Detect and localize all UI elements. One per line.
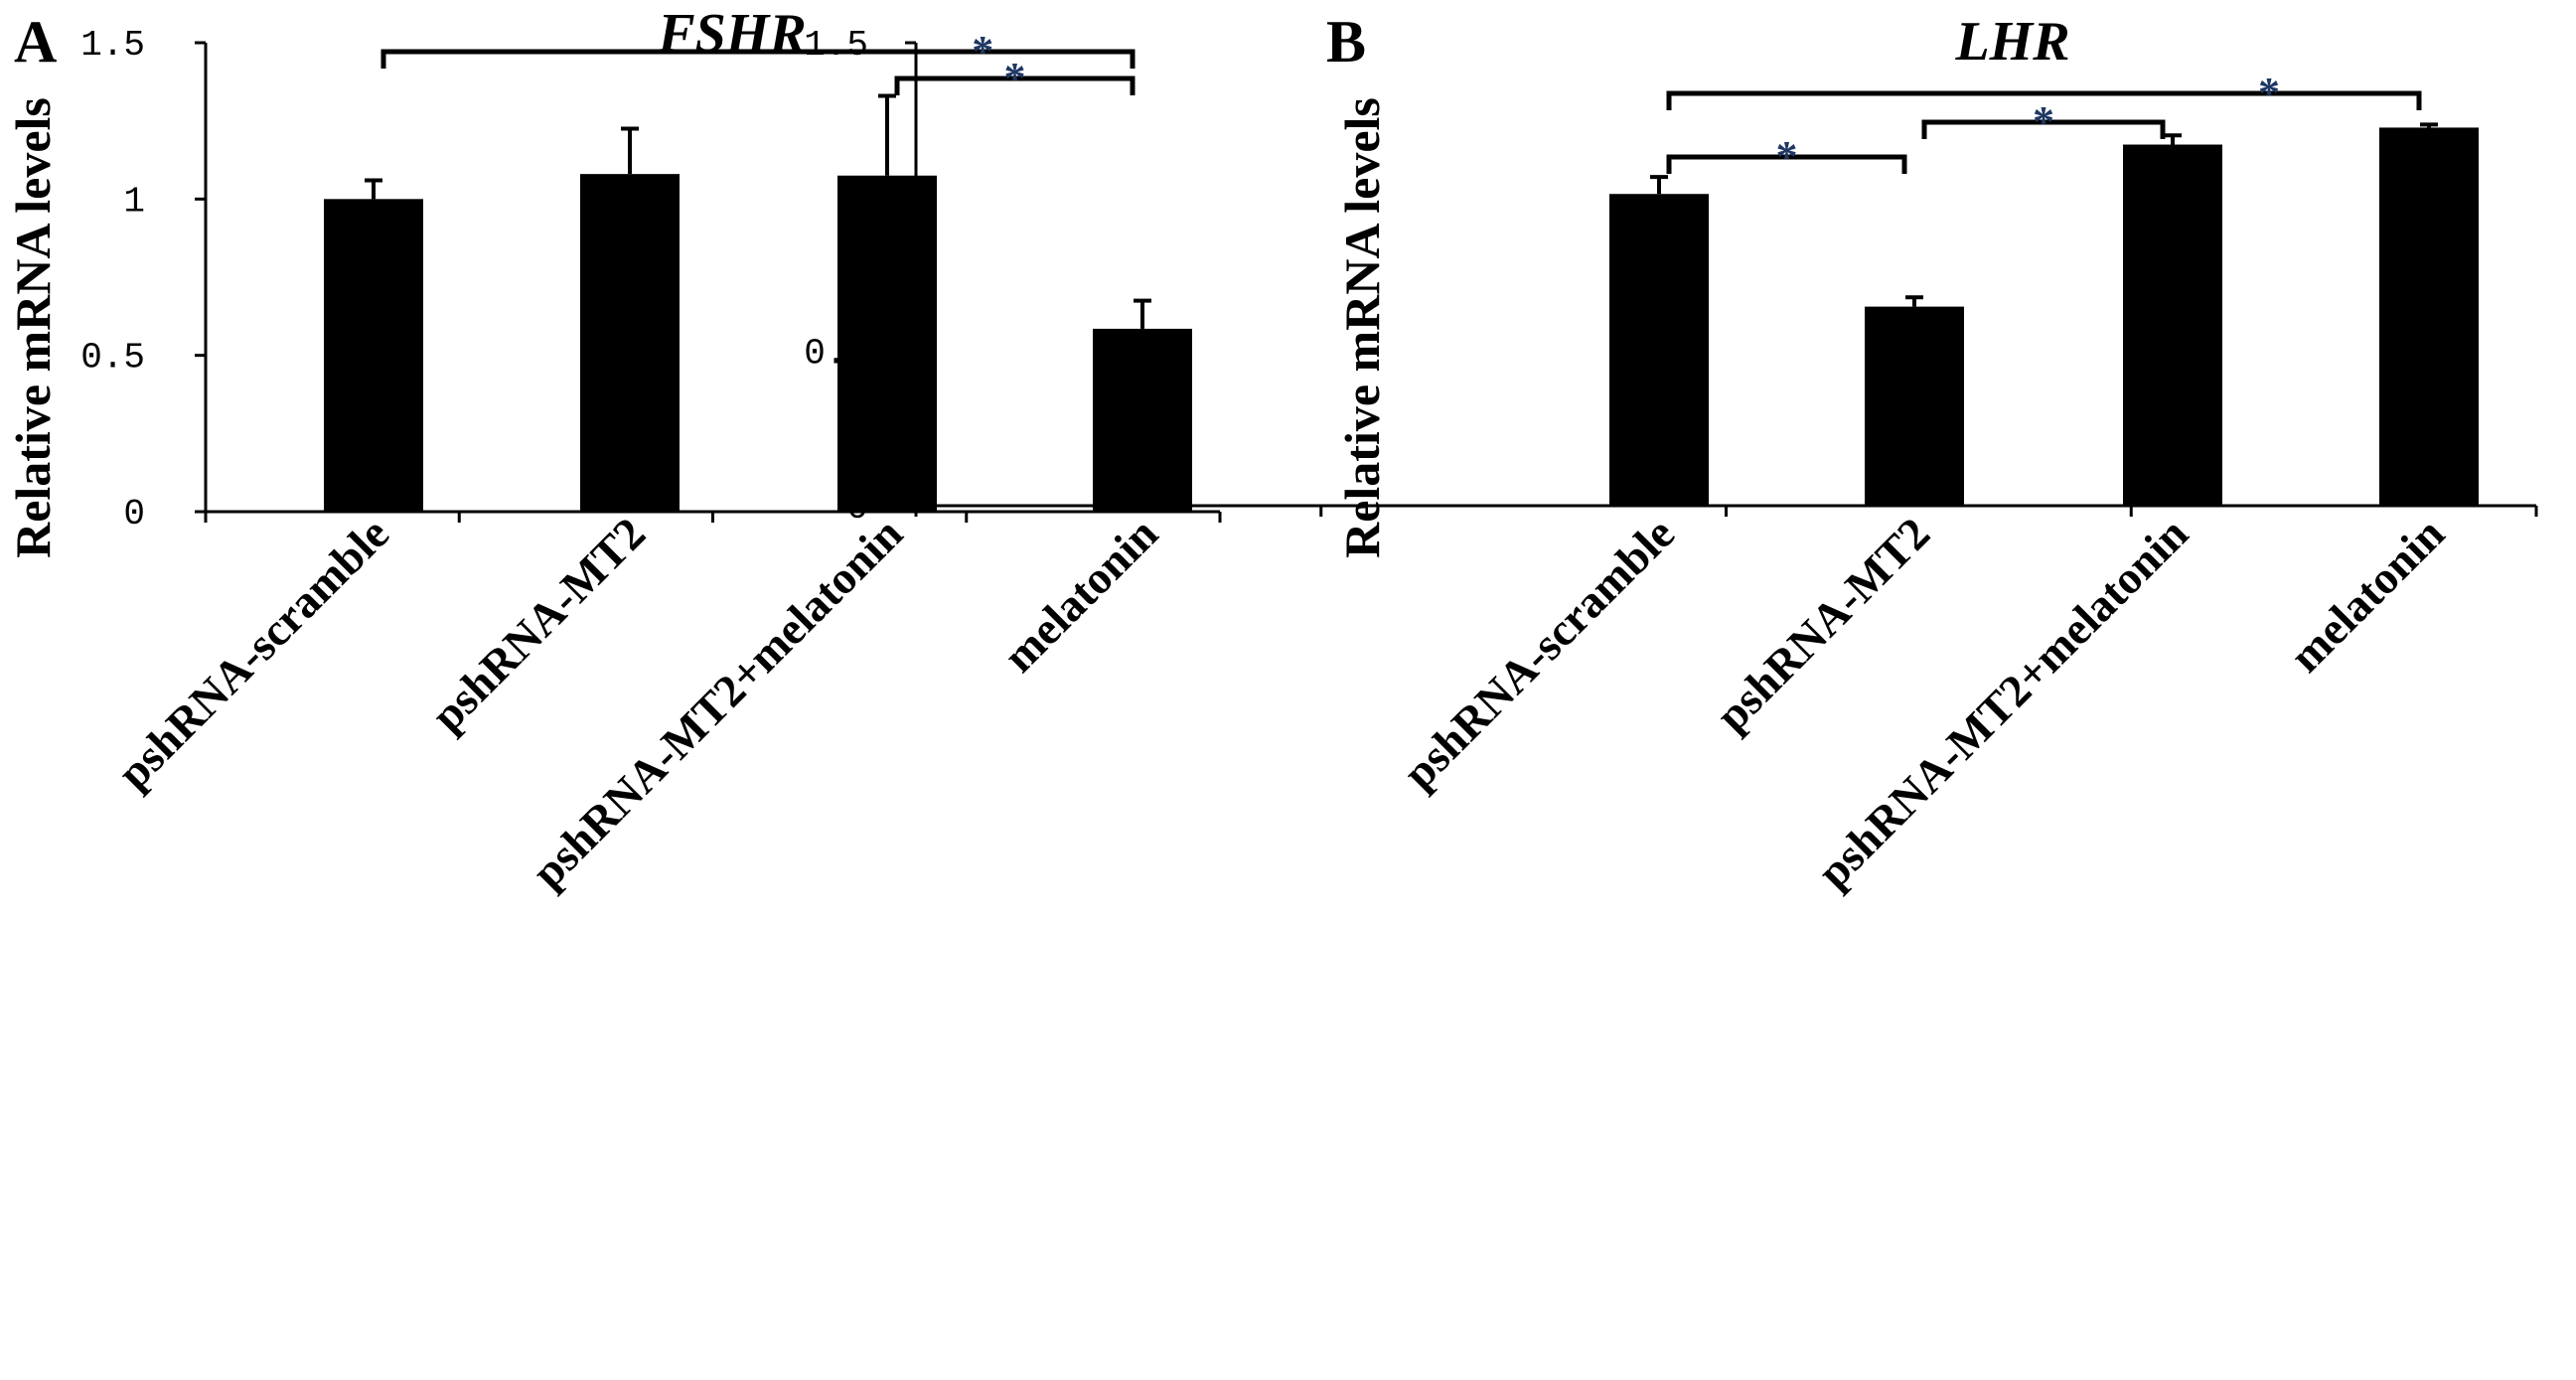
bar-melatonin (1093, 328, 1192, 512)
chart-title: FSHR (657, 3, 806, 65)
bar-pshrna-mt2 (580, 174, 680, 512)
y-axis-label: Relative mRNA levels (5, 97, 61, 558)
x-category-label: melatonin (2280, 508, 2454, 682)
significance-bracket (380, 49, 1136, 69)
bar-melatonin (2379, 127, 2479, 506)
bar-pshrna-mt2-melatonin (837, 175, 937, 512)
bar-pshrna-mt2 (1865, 306, 1964, 506)
panel-letter: B (1326, 9, 1366, 75)
y-tick-label: 0.5 (804, 334, 868, 375)
x-category-label: pshRNA-scramble (107, 508, 398, 799)
bar-pshrna-mt2-melatonin (2123, 144, 2222, 506)
y-axis-label: Relative mRNA levels (1334, 97, 1390, 558)
x-category-label: pshRNA-MT2 (1706, 508, 1939, 741)
significance-bracket (1666, 90, 2422, 110)
x-category-label: pshRNA-scramble (1393, 508, 1684, 799)
bar-pshrna-scramble (324, 199, 423, 513)
y-tick-label: 0 (123, 494, 145, 535)
y-tick-label: 0.5 (80, 338, 145, 379)
bar-pshrna-scramble (1609, 194, 1709, 506)
significance-bracket (1666, 154, 1907, 174)
panel-b: B LHR Relative mRNA levels 0 0.5 1 1.5 pshRNA-s… (804, 9, 2538, 898)
significance-star: * (972, 27, 993, 76)
y-tick-label: 0 (846, 488, 868, 529)
significance-bracket (1921, 119, 2166, 139)
panel-a: A FSHR Relative mRNA levels 0 0.5 1 1.5 pshRNA-… (5, 3, 1222, 898)
significance-star: * (1776, 132, 1798, 181)
significance-star: * (1004, 54, 1026, 102)
y-tick-label: 1 (846, 179, 868, 220)
y-tick-label: 1.5 (804, 25, 868, 66)
significance-bracket (894, 76, 1136, 95)
significance-star: * (2033, 97, 2054, 146)
x-category-label: melatonin (993, 508, 1167, 682)
chart-title: LHR (1954, 11, 2069, 73)
y-tick-label: 1 (123, 181, 145, 222)
y-tick-label: 1.5 (80, 25, 145, 66)
panel-letter: A (14, 9, 57, 75)
significance-star: * (2258, 69, 2280, 117)
x-category-label: pshRNA-MT2 (421, 508, 655, 741)
